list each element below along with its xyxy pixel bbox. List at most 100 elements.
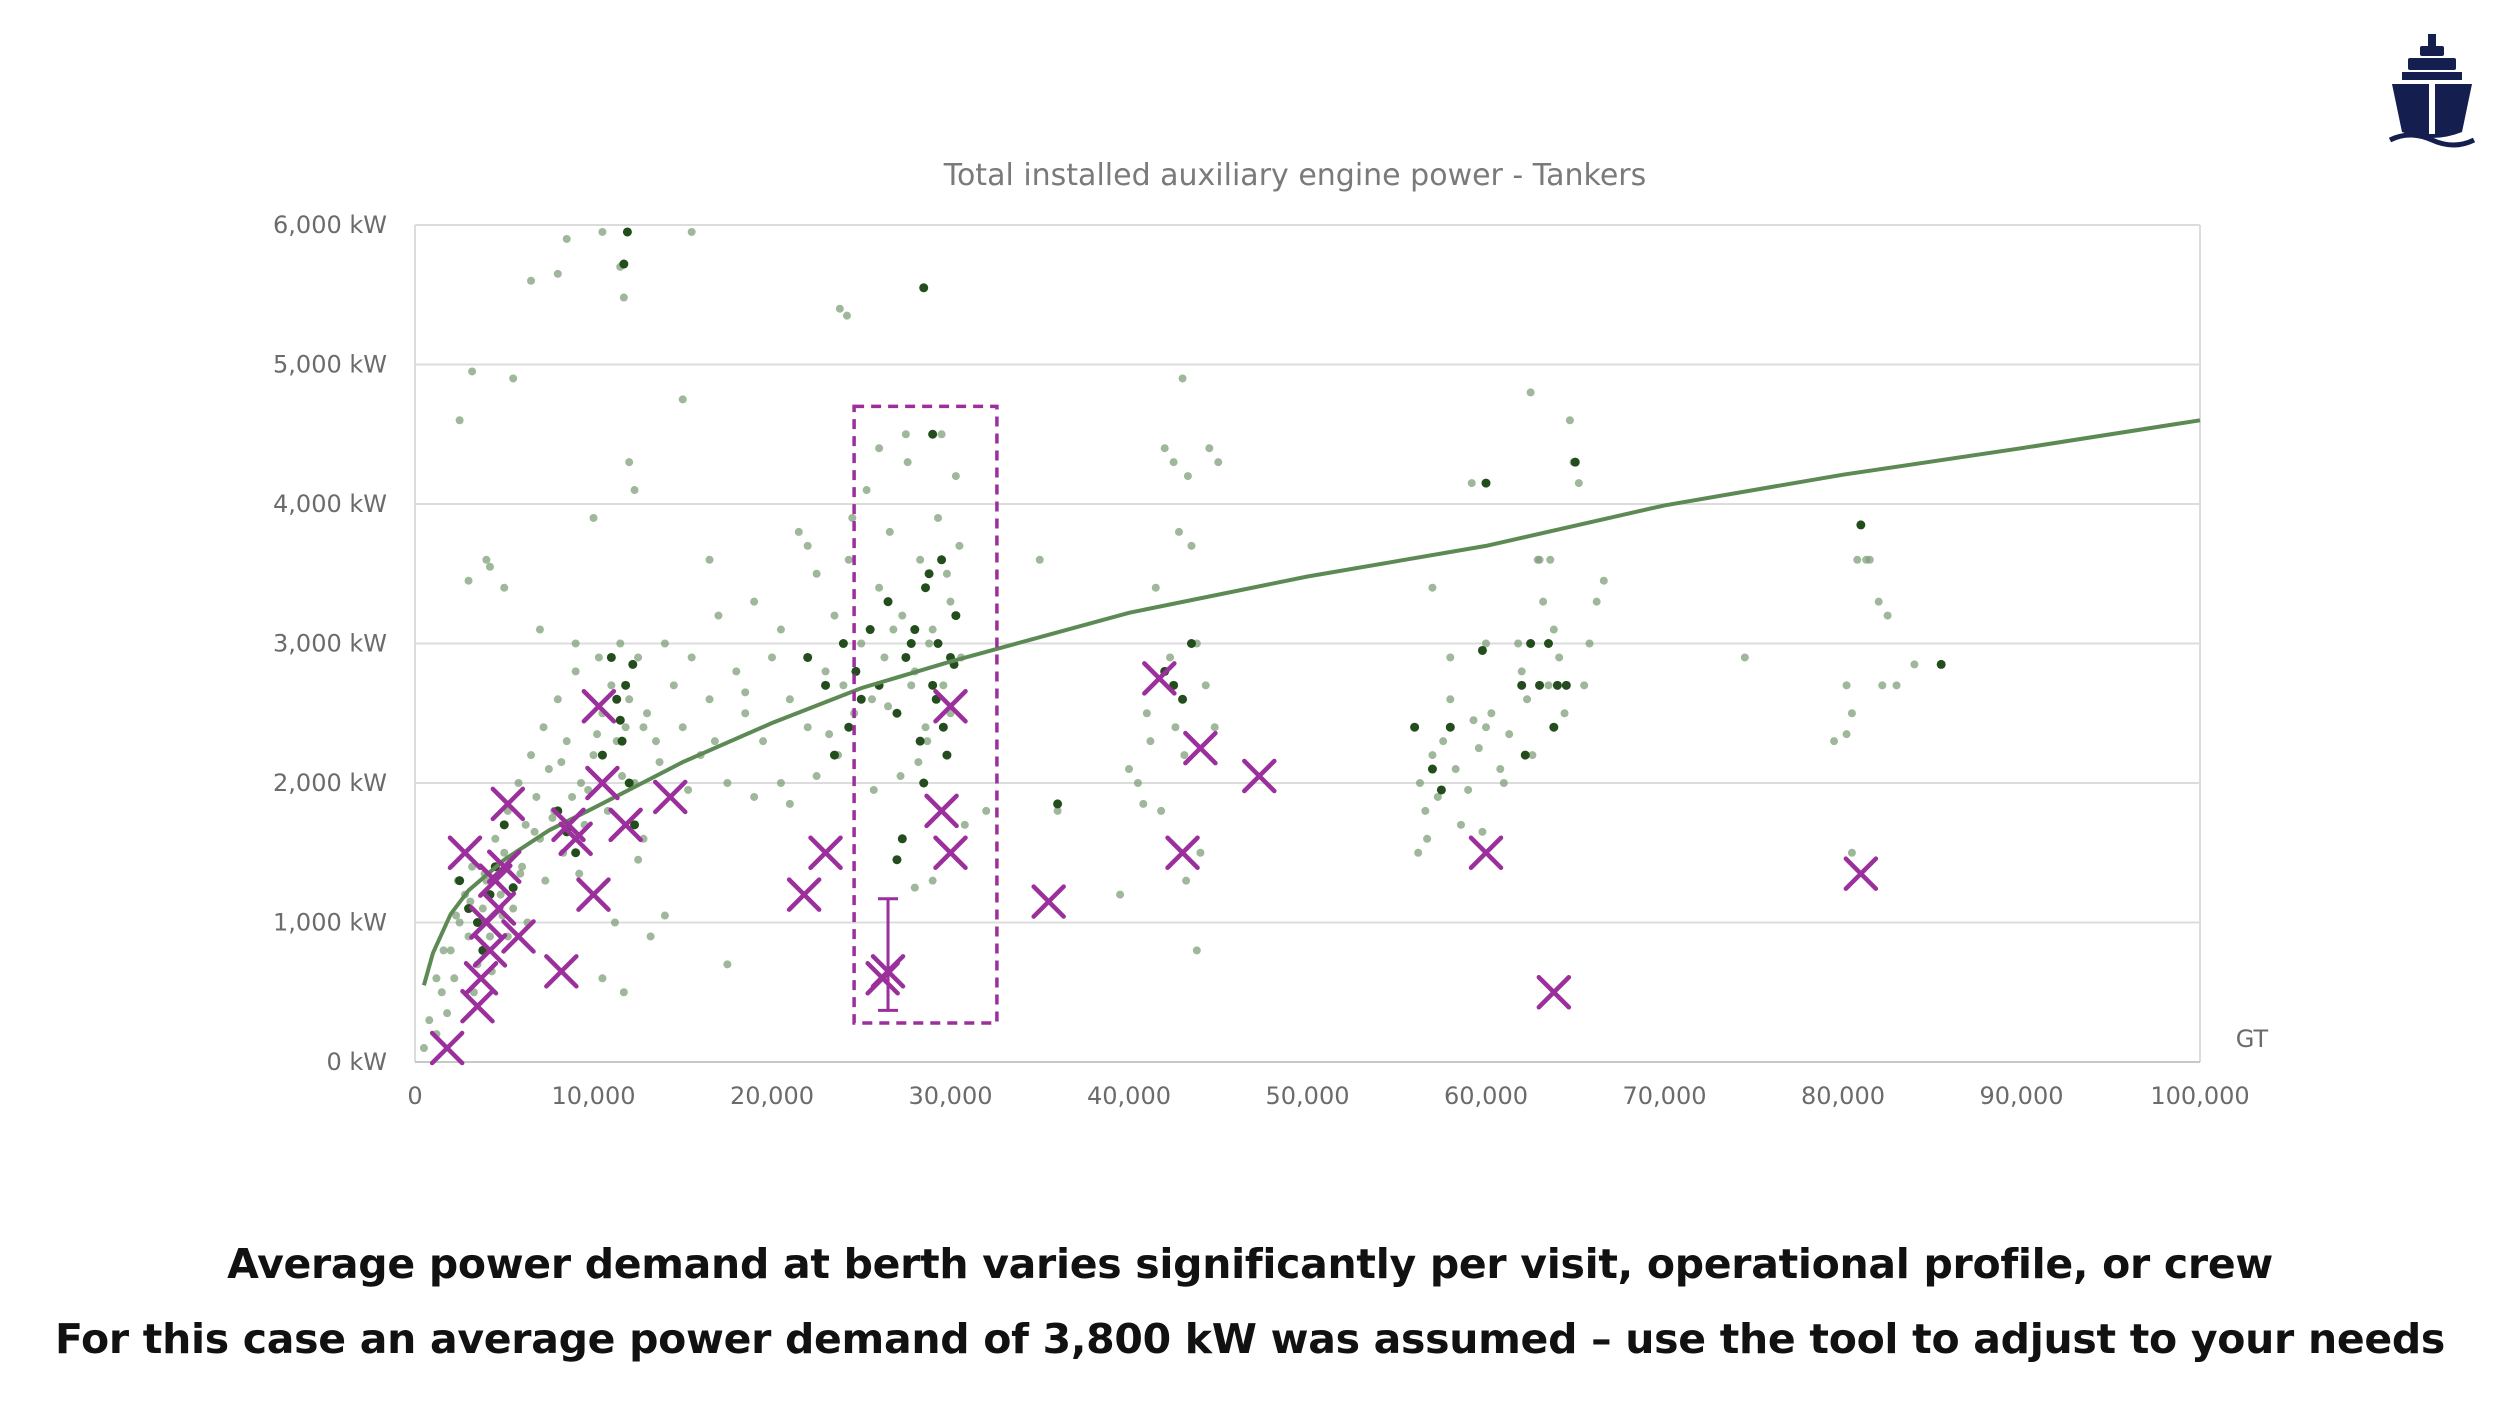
data-point xyxy=(1415,779,1424,787)
data-point-dark xyxy=(1186,639,1196,648)
data-point xyxy=(509,374,518,383)
cross-marker xyxy=(1142,661,1177,696)
data-point-dark xyxy=(838,639,848,648)
data-point xyxy=(928,876,937,885)
data-point xyxy=(619,988,628,997)
x-axis-ticks: 0 10,000 20,000 30,000 40,000 50,000 60,000 70,… xyxy=(407,1082,2249,1110)
data-point-dark xyxy=(933,639,943,648)
data-point xyxy=(1599,576,1608,585)
data-point xyxy=(527,751,536,760)
data-point xyxy=(1446,653,1455,662)
data-point xyxy=(934,513,943,522)
x-tick-label: 0 xyxy=(407,1082,422,1110)
data-point xyxy=(425,1016,434,1025)
data-point xyxy=(705,695,714,704)
data-point xyxy=(553,695,562,704)
x-tick-label: 60,000 xyxy=(1444,1082,1528,1110)
data-point xyxy=(768,653,776,662)
cross-marker xyxy=(460,988,495,1024)
data-point xyxy=(942,569,951,578)
data-point-dark xyxy=(856,694,866,704)
data-point xyxy=(577,779,586,787)
data-point-dark xyxy=(921,583,931,593)
cross-marker xyxy=(447,835,483,870)
cross-marker xyxy=(429,1030,465,1066)
data-point xyxy=(687,227,696,236)
data-point-dark xyxy=(919,283,929,293)
data-point xyxy=(951,472,960,481)
data-point xyxy=(516,869,525,878)
data-point xyxy=(896,772,905,781)
x-tick-label: 30,000 xyxy=(909,1082,993,1110)
data-point xyxy=(678,395,687,404)
data-point-dark xyxy=(919,778,929,788)
data-point xyxy=(1182,876,1191,885)
data-point xyxy=(530,827,539,836)
data-point xyxy=(812,569,821,578)
y-tick-label: 3,000 kW xyxy=(273,630,387,658)
data-point xyxy=(541,876,550,885)
x-tick-label: 50,000 xyxy=(1266,1082,1350,1110)
data-point xyxy=(1174,527,1183,536)
cross-marker xyxy=(481,891,517,926)
data-point-dark xyxy=(906,639,916,648)
data-point xyxy=(1035,555,1044,564)
data-point xyxy=(455,416,464,425)
data-point-dark xyxy=(1543,639,1553,648)
data-point-dark xyxy=(829,750,839,760)
cross-marker xyxy=(585,765,620,801)
data-point xyxy=(1146,737,1155,746)
data-point xyxy=(584,785,593,794)
cross-marker xyxy=(786,877,822,912)
data-point xyxy=(1487,709,1496,718)
data-point-dark xyxy=(571,848,581,858)
cross-marker xyxy=(653,779,688,815)
data-point-dark xyxy=(865,625,875,635)
data-point xyxy=(1514,639,1523,648)
data-point xyxy=(1546,555,1555,564)
data-point xyxy=(450,974,459,983)
data-point xyxy=(1528,751,1537,760)
data-point xyxy=(842,311,851,320)
data-point xyxy=(875,583,884,592)
cross-marker xyxy=(924,793,959,829)
data-point xyxy=(857,639,866,648)
data-point xyxy=(464,576,473,585)
data-point xyxy=(1565,416,1574,425)
data-point xyxy=(455,918,464,927)
cross-marker xyxy=(808,835,843,870)
data-point xyxy=(1439,737,1448,746)
data-point xyxy=(482,555,491,564)
data-point xyxy=(960,820,969,829)
data-point-dark xyxy=(883,597,893,607)
data-point xyxy=(885,527,894,536)
data-point xyxy=(571,667,580,676)
data-point-dark xyxy=(615,715,625,725)
data-point xyxy=(1116,890,1125,899)
data-point xyxy=(1842,681,1851,690)
data-point xyxy=(741,709,750,718)
data-point xyxy=(548,813,557,822)
data-point xyxy=(1166,653,1175,662)
data-point xyxy=(1133,779,1142,787)
data-point xyxy=(607,681,616,690)
data-point xyxy=(1151,583,1160,592)
data-point xyxy=(1482,723,1490,732)
data-point xyxy=(1467,479,1476,488)
data-point xyxy=(1423,834,1432,843)
data-point-dark xyxy=(910,625,920,635)
data-point xyxy=(621,723,630,732)
data-point xyxy=(1847,709,1856,718)
data-point xyxy=(1874,597,1883,606)
data-point xyxy=(1535,555,1544,564)
data-point xyxy=(803,723,812,732)
data-point-dark xyxy=(628,659,638,669)
data-point xyxy=(518,862,527,871)
data-point xyxy=(714,611,723,620)
data-point xyxy=(1892,681,1901,690)
scatter-points xyxy=(419,227,1946,1053)
x-tick-label: 10,000 xyxy=(552,1082,636,1110)
data-point xyxy=(1142,709,1151,718)
data-point xyxy=(684,785,693,794)
data-point xyxy=(925,639,934,648)
